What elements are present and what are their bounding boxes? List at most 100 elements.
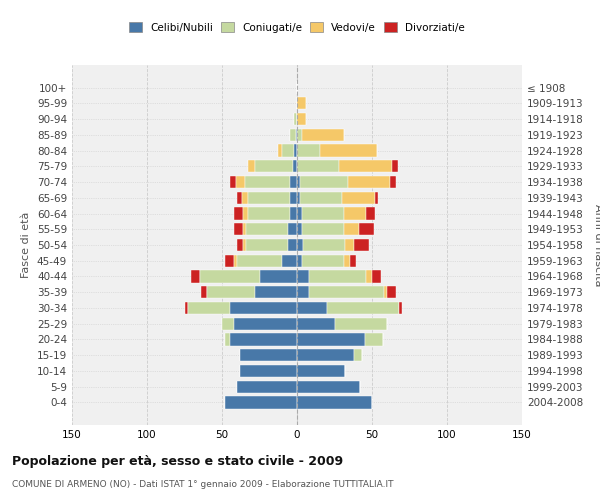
Bar xyxy=(235,176,245,188)
Bar xyxy=(225,254,234,267)
Bar xyxy=(294,144,297,156)
Bar xyxy=(229,334,297,345)
Bar xyxy=(309,286,384,298)
Bar xyxy=(243,239,246,251)
Bar xyxy=(245,176,290,188)
Bar xyxy=(282,254,297,267)
Bar xyxy=(222,318,234,330)
Bar xyxy=(241,192,248,204)
Bar xyxy=(359,223,373,235)
Y-axis label: Anni di nascita: Anni di nascita xyxy=(593,204,600,286)
Bar xyxy=(243,223,246,235)
Bar xyxy=(335,318,387,330)
Bar xyxy=(327,302,399,314)
Bar xyxy=(302,208,343,220)
Bar xyxy=(399,302,402,314)
Bar xyxy=(293,160,297,172)
Bar xyxy=(297,286,309,298)
Bar xyxy=(297,223,302,235)
Bar xyxy=(343,254,349,267)
Bar xyxy=(277,144,282,156)
Bar xyxy=(237,192,241,204)
Bar xyxy=(234,208,243,220)
Bar xyxy=(290,192,297,204)
Bar xyxy=(297,396,372,408)
Bar xyxy=(348,176,390,188)
Bar xyxy=(392,160,398,172)
Bar xyxy=(255,160,293,172)
Bar xyxy=(309,270,366,282)
Bar xyxy=(185,302,187,314)
Bar xyxy=(260,270,297,282)
Bar xyxy=(303,239,345,251)
Bar xyxy=(300,192,342,204)
Bar xyxy=(354,349,361,362)
Legend: Celibi/Nubili, Coniugati/e, Vedovi/e, Divorziati/e: Celibi/Nubili, Coniugati/e, Vedovi/e, Di… xyxy=(125,18,469,37)
Bar xyxy=(248,208,290,220)
Bar xyxy=(297,97,306,110)
Bar xyxy=(234,223,243,235)
Bar xyxy=(191,270,199,282)
Bar xyxy=(297,113,306,125)
Bar xyxy=(290,176,297,188)
Bar xyxy=(297,254,302,267)
Bar xyxy=(300,176,348,188)
Bar xyxy=(234,318,297,330)
Bar xyxy=(366,270,372,282)
Bar xyxy=(342,192,375,204)
Bar xyxy=(387,286,396,298)
Bar xyxy=(297,176,300,188)
Bar xyxy=(297,239,303,251)
Bar xyxy=(372,270,381,282)
Bar xyxy=(248,160,255,172)
Bar xyxy=(297,208,302,220)
Bar xyxy=(297,380,360,393)
Bar xyxy=(390,176,396,188)
Bar xyxy=(345,239,354,251)
Bar xyxy=(199,270,260,282)
Bar xyxy=(207,286,255,298)
Bar xyxy=(294,113,297,125)
Bar xyxy=(375,192,378,204)
Bar xyxy=(349,254,355,267)
Bar xyxy=(246,239,288,251)
Bar xyxy=(297,365,345,377)
Bar xyxy=(297,160,339,172)
Bar xyxy=(229,302,297,314)
Bar xyxy=(225,396,297,408)
Bar xyxy=(297,270,309,282)
Bar xyxy=(297,144,320,156)
Bar xyxy=(302,128,343,141)
Bar xyxy=(229,176,235,188)
Bar xyxy=(366,208,375,220)
Y-axis label: Fasce di età: Fasce di età xyxy=(22,212,31,278)
Bar xyxy=(288,239,297,251)
Text: Popolazione per età, sesso e stato civile - 2009: Popolazione per età, sesso e stato civil… xyxy=(12,455,343,468)
Bar xyxy=(297,318,335,330)
Bar xyxy=(237,380,297,393)
Bar xyxy=(234,254,237,267)
Bar xyxy=(290,128,296,141)
Bar xyxy=(282,144,294,156)
Bar xyxy=(290,208,297,220)
Bar xyxy=(354,239,369,251)
Bar xyxy=(297,192,300,204)
Bar xyxy=(297,334,365,345)
Bar xyxy=(302,254,343,267)
Bar xyxy=(240,349,297,362)
Bar xyxy=(243,208,248,220)
Bar xyxy=(248,192,290,204)
Bar xyxy=(297,128,302,141)
Bar xyxy=(297,349,354,362)
Bar xyxy=(343,223,359,235)
Bar xyxy=(339,160,392,172)
Bar xyxy=(320,144,377,156)
Bar xyxy=(255,286,297,298)
Bar xyxy=(384,286,387,298)
Bar xyxy=(240,365,297,377)
Bar xyxy=(296,128,297,141)
Bar xyxy=(343,208,366,220)
Bar xyxy=(246,223,288,235)
Bar xyxy=(302,223,343,235)
Bar xyxy=(365,334,383,345)
